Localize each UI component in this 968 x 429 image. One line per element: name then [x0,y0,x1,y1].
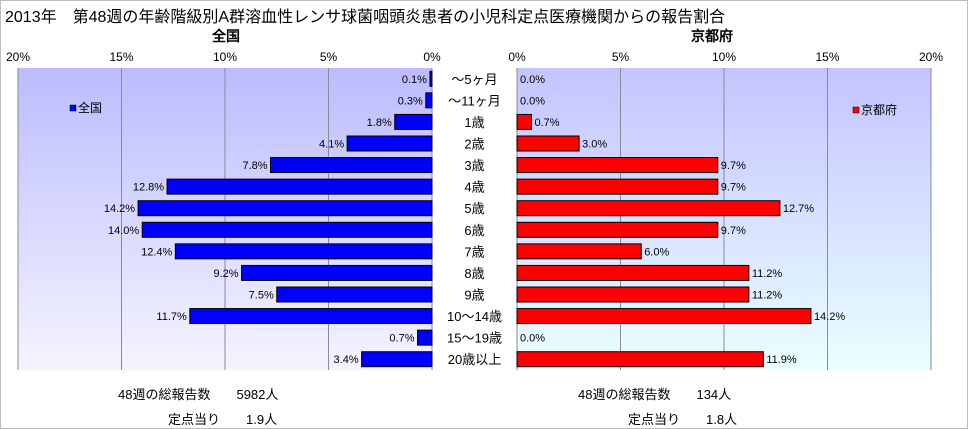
national-data-label: 14.0% [108,225,139,237]
kyoto-data-label: 0.0% [520,74,545,86]
kyoto-data-label: 12.7% [783,203,814,215]
national-data-label: 3.4% [334,354,359,366]
age-category-label: 8歳 [464,266,484,281]
national-bar [174,243,433,260]
national-data-label: 7.5% [249,290,274,302]
kyoto-bar [516,157,719,174]
kyoto-legend-swatch [852,106,860,114]
kyoto-data-label: 11.2% [752,268,783,280]
age-category-label: 3歳 [464,158,484,173]
age-category-labels: ～5ヶ月 ～11ヶ月 1歳 2歳 3歳 4歳 5歳 6歳 7歳 8歳 9歳 10～14歳 15～19歳 2… [447,72,502,367]
national-data-label: 1.8% [367,117,392,129]
age-category-label: 2歳 [464,137,484,152]
age-category-label: 15～19歳 [447,331,502,346]
kyoto-legend-label: 京都府 [861,102,897,117]
national-data-label: 0.7% [389,333,414,345]
kyoto-tick-label: 10% [712,50,736,64]
kyoto-bar [516,351,764,368]
kyoto-bar [516,200,781,217]
kyoto-data-label: 14.2% [814,311,845,323]
national-tick-label: 20% [6,50,30,64]
national-bar [141,221,433,238]
national-data-label: 14.2% [104,203,135,215]
age-category-label: ～5ヶ月 [451,72,497,87]
kyoto-data-label: 9.7% [721,225,746,237]
kyoto-bar [516,243,642,260]
national-tick-label: 0% [423,50,441,64]
national-bar [270,157,433,174]
kyoto-per-site: 定点当り 1.8人 [628,412,738,427]
kyoto-data-label: 0.7% [534,117,559,129]
kyoto-bar [516,178,719,195]
kyoto-legend: 京都府 [852,102,897,117]
kyoto-data-label: 0.0% [520,95,545,107]
national-tick-label: 5% [320,50,338,64]
kyoto-tick-label: 20% [919,50,943,64]
age-category-label: 7歳 [464,244,484,259]
kyoto-bars: 0.0% 0.0% 0.7% 3.0% 9.7% 9.7% 12.7% 9.7% 6.0% 11.… [516,74,845,368]
kyoto-data-label: 9.7% [721,160,746,172]
kyoto-bar [516,308,812,325]
national-bar [241,264,433,281]
kyoto-tick-label: 15% [815,50,839,64]
age-category-label: ～11ヶ月 [448,93,501,108]
national-data-label: 4.1% [319,139,344,151]
age-category-label: 4歳 [464,180,484,195]
age-category-label: 1歳 [464,115,484,130]
page-title: 2013年 第48週の年齢階級別A群溶血性レンサ球菌咽頭炎患者の小児科定点医療機… [5,9,726,26]
national-data-label: 12.4% [141,246,172,258]
national-bar [429,70,433,87]
kyoto-tick-label: 5% [612,50,630,64]
age-category-label: 6歳 [464,223,484,238]
age-category-label: 20歳以上 [448,352,501,367]
national-bar [361,351,433,368]
age-category-label: 10～14歳 [447,309,502,324]
kyoto-bar [516,113,532,130]
national-legend-swatch [69,104,77,112]
age-category-label: 5歳 [464,201,484,216]
kyoto-data-label: 11.2% [752,290,783,302]
national-data-label: 0.1% [402,74,427,86]
national-per-site: 定点当り 1.9人 [168,412,278,427]
kyoto-bar [516,264,750,281]
national-data-label: 0.3% [398,95,423,107]
kyoto-bar [516,286,750,303]
kyoto-bar [516,135,580,152]
national-bar [189,308,433,325]
kyoto-total-reports: 48週の総報告数 134人 [578,387,732,402]
national-axis-ticks: 20% 15% 10% 5% 0% [6,50,441,64]
national-panel-title: 全国 [211,28,240,44]
national-bar [346,135,433,152]
national-tick-label: 15% [109,50,133,64]
age-category-label: 9歳 [464,288,484,303]
national-bar [417,329,433,346]
national-legend-label: 全国 [78,100,102,115]
national-bar [425,92,433,109]
kyoto-data-label: 6.0% [644,246,669,258]
national-total-reports: 48週の総報告数 5982人 [118,387,279,402]
kyoto-data-label: 0.0% [520,333,545,345]
kyoto-tick-label: 0% [508,50,526,64]
kyoto-axis-ticks: 0% 5% 10% 15% 20% [508,50,943,64]
national-bar [166,178,433,195]
kyoto-data-label: 9.7% [721,182,746,194]
national-bar [137,200,433,217]
national-data-label: 12.8% [133,182,164,194]
national-data-label: 9.2% [213,268,238,280]
kyoto-data-label: 3.0% [582,139,607,151]
national-tick-label: 10% [213,50,237,64]
national-data-label: 11.7% [156,311,187,323]
national-legend: 全国 [69,100,102,115]
national-data-label: 7.8% [242,160,267,172]
kyoto-panel-title: 京都府 [691,28,733,44]
kyoto-data-label: 11.9% [766,354,797,366]
national-bar [276,286,433,303]
kyoto-bar [516,221,719,238]
national-bar [394,113,433,130]
national-bars: 0.1% 0.3% 1.8% 4.1% 7.8% 12.8% 14.2% 14.0%12.4%… [104,70,433,368]
